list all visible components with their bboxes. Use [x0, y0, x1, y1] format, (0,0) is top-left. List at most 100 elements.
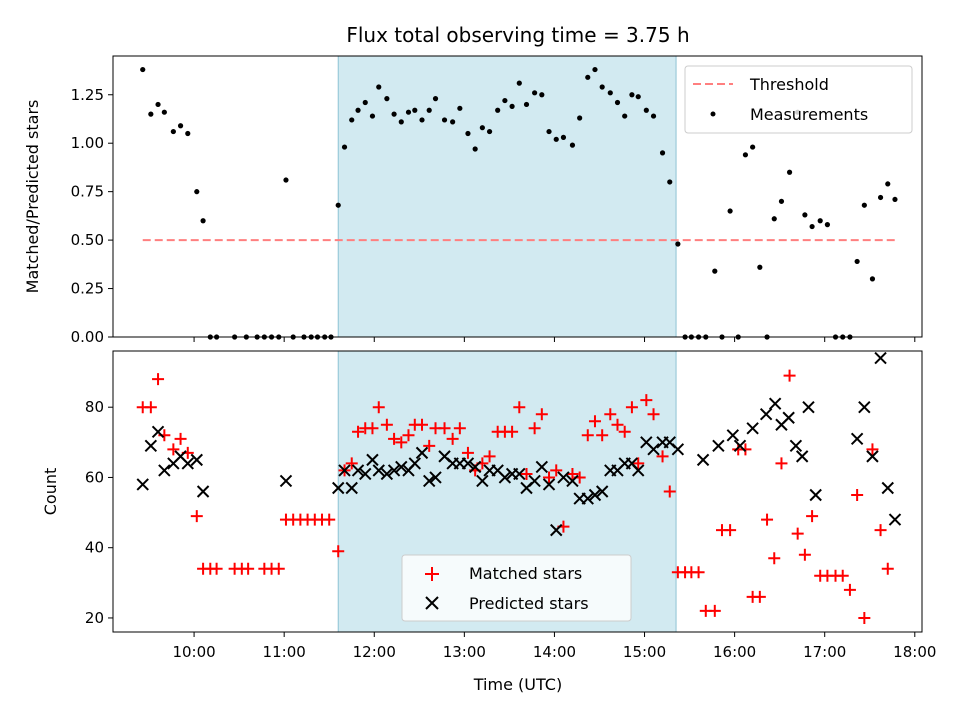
predicted-star-point [380, 467, 394, 481]
predicted-star-point [535, 460, 549, 474]
predicted-star-point [850, 432, 864, 446]
top-legend: Threshold Measurements [684, 65, 913, 134]
predicted-star-point [647, 443, 660, 456]
matched-star-point [528, 422, 541, 435]
matched-star-point [423, 439, 436, 452]
matched-star-point [724, 524, 737, 537]
measurement-point [161, 109, 167, 115]
matched-star-point [543, 471, 556, 484]
measurement-point [465, 130, 471, 137]
predicted-star-point [809, 488, 822, 502]
measurement-point [635, 94, 641, 100]
matched-star-point [851, 489, 864, 502]
matched-star-point [513, 401, 526, 414]
matched-star-point [739, 443, 752, 456]
measurement-point [650, 113, 657, 119]
predicted-star-point [874, 351, 887, 365]
top-ytick-label: 1.25 [71, 86, 104, 104]
matched-star-point [611, 418, 624, 431]
measurement-point [802, 212, 808, 218]
measurement-point [516, 80, 522, 86]
legend-predicted-swatch [425, 596, 439, 610]
measurement-point [200, 218, 206, 224]
predicted-star-point [359, 467, 372, 481]
top-panel: 0.00 0.25 0.50 0.75 1.00 1.25 Matched/Predict… [23, 55, 923, 346]
matched-star-point [366, 422, 379, 435]
predicted-star-point [795, 450, 809, 463]
measurement-point [742, 152, 749, 158]
matched-star-point [453, 422, 466, 435]
predicted-star-point [468, 460, 482, 474]
measurement-point [539, 92, 545, 98]
matched-star-point [761, 513, 774, 526]
xtick-label: 12:00 [353, 643, 396, 661]
matched-star-point [791, 527, 804, 540]
matched-star-point [836, 569, 849, 582]
legend-measurements-label: Measurements [750, 105, 868, 124]
predicted-star-point [423, 474, 436, 488]
measurement-point [553, 136, 559, 142]
matched-star-point [332, 545, 345, 558]
matched-star-point [535, 408, 548, 421]
measurement-point [177, 123, 184, 129]
measurement-point [629, 92, 635, 98]
xtick-label: 17:00 [803, 643, 846, 661]
measurement-point [771, 216, 777, 222]
matched-star-point [174, 432, 187, 445]
matched-star-point [581, 429, 594, 442]
measurement-point [592, 66, 598, 73]
measurement-point [727, 208, 733, 214]
predicted-star-point [476, 474, 489, 488]
matched-star-point [380, 418, 393, 431]
matched-star-point [446, 432, 459, 445]
matched-star-point [708, 604, 721, 617]
matched-star-point [596, 429, 609, 442]
measurement-point [885, 181, 891, 187]
measurement-point [667, 179, 673, 185]
measurement-point [362, 99, 368, 106]
matched-star-point [352, 425, 365, 438]
matched-star-point [625, 401, 638, 414]
measurement-point [607, 90, 613, 96]
predicted-star-point [279, 474, 293, 488]
top-ytick-label: 0.25 [71, 280, 104, 298]
matched-star-point [550, 464, 563, 477]
predicted-star-point [395, 460, 408, 474]
matched-star-point [806, 510, 819, 523]
matched-star-point [210, 562, 223, 575]
measurement-point [546, 128, 552, 135]
measurement-point [824, 222, 831, 228]
matched-star-point [647, 408, 660, 421]
measurement-point [335, 202, 341, 208]
bottom-x-axis: 10:00 11:00 12:00 13:00 14:00 15:00 16:00 17:00… [172, 632, 936, 661]
matched-star-point [272, 562, 285, 575]
xtick-label: 15:00 [623, 643, 666, 661]
measurement-point [585, 74, 591, 80]
bottom-y-axis-label: Count [41, 468, 60, 516]
bottom-ytick-label: 20 [85, 609, 104, 627]
top-ytick-label: 0.00 [71, 328, 104, 346]
predicted-star-point [461, 457, 475, 470]
matched-star-point [566, 467, 579, 480]
bottom-legend: Matched stars Predicted stars [401, 554, 632, 622]
top-y-axis: 0.00 0.25 0.50 0.75 1.00 1.25 [71, 86, 113, 346]
predicted-star-point [351, 464, 365, 477]
matched-star-point [416, 418, 429, 431]
predicted-star-point [372, 464, 385, 477]
predicted-star-point [632, 464, 645, 477]
matched-star-point [858, 611, 871, 624]
xtick-label: 13:00 [443, 643, 486, 661]
measurement-point [569, 142, 576, 148]
measurement-point [441, 117, 448, 123]
bottom-ytick-label: 60 [85, 468, 104, 486]
measurement-point [369, 113, 376, 119]
xtick-label: 18:00 [893, 643, 936, 661]
measurement-point [194, 189, 200, 195]
predicted-star-point [387, 464, 401, 477]
bottom-ytick-label: 40 [85, 539, 104, 557]
matched-star-point [506, 425, 519, 438]
legend-threshold-label: Threshold [749, 75, 829, 94]
measurement-point [355, 107, 361, 113]
predicted-star-point [196, 485, 210, 498]
measurement-point [786, 169, 793, 175]
